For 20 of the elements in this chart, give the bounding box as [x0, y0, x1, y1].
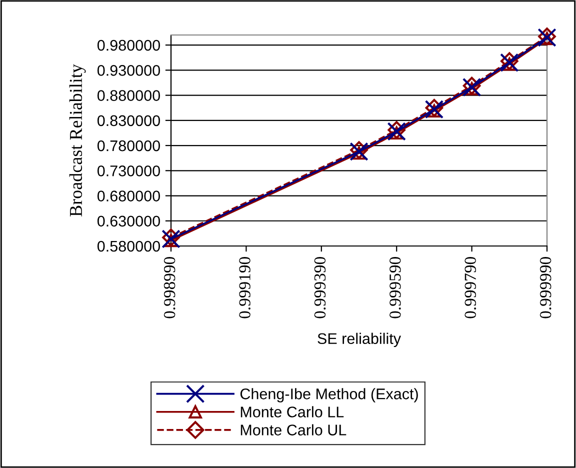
x-tick-label: 0.998990	[164, 257, 176, 318]
y-tick-label: 0.630000	[97, 216, 160, 227]
y-tick-label: 0.730000	[97, 166, 160, 176]
y-tick-label: 0.880000	[97, 90, 160, 101]
legend-label: Monte Carlo LL	[240, 406, 344, 418]
y-axis-title: Broadcast Reliability	[69, 64, 86, 216]
y-tick-label: 0.680000	[97, 190, 160, 202]
y-tick-label: 0.830000	[97, 115, 160, 126]
x-axis-title: SE reliability	[318, 332, 401, 348]
x-tick-label: 0.999390	[314, 257, 326, 318]
y-tick-label: 0.580000	[97, 240, 160, 252]
y-tick-label: 0.930000	[97, 65, 160, 76]
x-tick-label: 0.999790	[464, 257, 476, 318]
legend-label: Cheng-Ibe Method (Exact)	[240, 388, 418, 402]
x-tick-label: 0.999590	[390, 257, 401, 318]
x-tick-label: 0.999990	[540, 257, 552, 318]
legend-label: Monte Carlo UL	[240, 424, 346, 436]
y-tick-label: 0.780000	[97, 140, 160, 152]
x-tick-label: 0.999190	[239, 257, 250, 318]
y-tick-label: 0.980000	[97, 40, 160, 51]
